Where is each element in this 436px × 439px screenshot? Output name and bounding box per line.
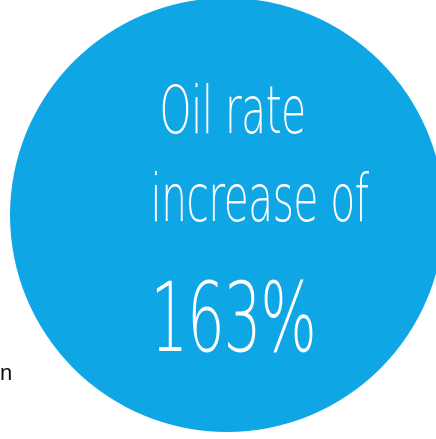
stat-label-line-2: increase of [150,160,369,237]
blue-circle-badge [10,0,436,432]
stat-value: 163% [150,262,316,374]
stat-label-line-1: Oil rate [159,72,306,149]
cropped-text-fragment: n [0,360,13,385]
